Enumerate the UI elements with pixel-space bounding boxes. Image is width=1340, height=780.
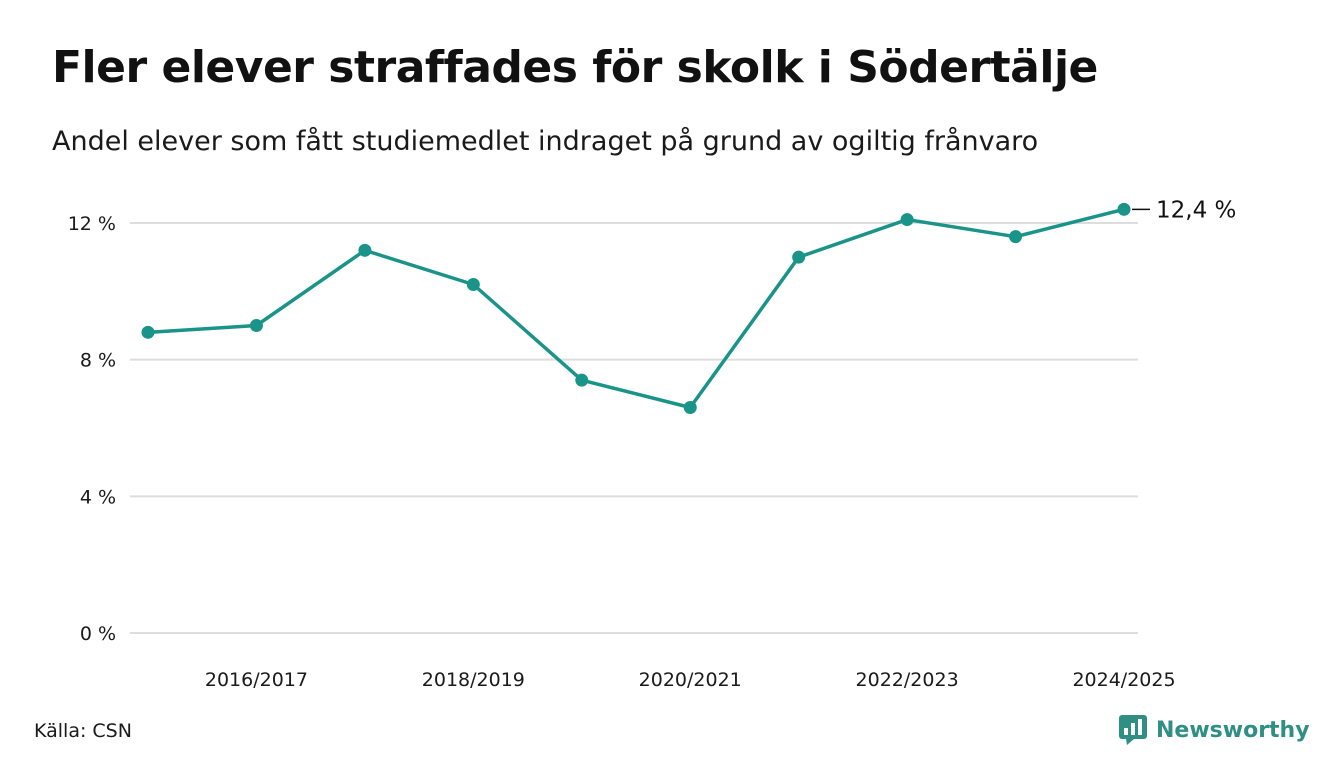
y-tick-label: 0 % [80, 623, 116, 645]
chart-title: Fler elever straffades för skolk i Söder… [52, 42, 1098, 93]
data-point [575, 373, 589, 387]
data-point [1117, 202, 1131, 216]
data-points [141, 202, 1131, 414]
x-tick-label: 2020/2021 [639, 669, 742, 691]
data-point [792, 250, 806, 264]
y-axis-tick-labels: 0 % 4 % 8 % 12 % [68, 213, 116, 645]
end-annotation: 12,4 % [1132, 197, 1236, 223]
data-point [466, 278, 480, 291]
data-point [358, 243, 372, 257]
data-point [683, 401, 697, 414]
y-tick-label: 4 % [80, 486, 116, 508]
x-tick-label: 2016/2017 [205, 669, 308, 691]
newsworthy-logo-icon [1119, 715, 1147, 745]
data-point [900, 213, 914, 227]
x-axis-tick-labels: 2016/2017 2018/2019 2020/2021 2022/2023 2024… [205, 669, 1176, 691]
data-series [146, 207, 1126, 410]
data-point [141, 325, 155, 339]
chart-subtitle: Andel elever som fått studiemedlet indra… [52, 126, 1039, 157]
data-point [1009, 230, 1023, 244]
x-tick-label: 2018/2019 [422, 669, 525, 691]
x-tick-label: 2024/2025 [1072, 669, 1175, 691]
end-value-label: 12,4 % [1156, 197, 1236, 223]
series-line [146, 207, 1126, 410]
x-tick-label: 2022/2023 [856, 669, 959, 691]
data-point [249, 319, 263, 332]
y-tick-label: 12 % [68, 213, 116, 235]
y-tick-label: 8 % [80, 350, 116, 372]
source-note: Källa: CSN [34, 720, 132, 742]
gridlines [130, 222, 1138, 634]
newsworthy-logo-text: Newsworthy [1156, 717, 1310, 743]
line-chart: 0 % 4 % 8 % 12 % 2016/2017 2018/2019 2020/202… [68, 197, 1237, 691]
newsworthy-logo: Newsworthy [1118, 712, 1310, 748]
